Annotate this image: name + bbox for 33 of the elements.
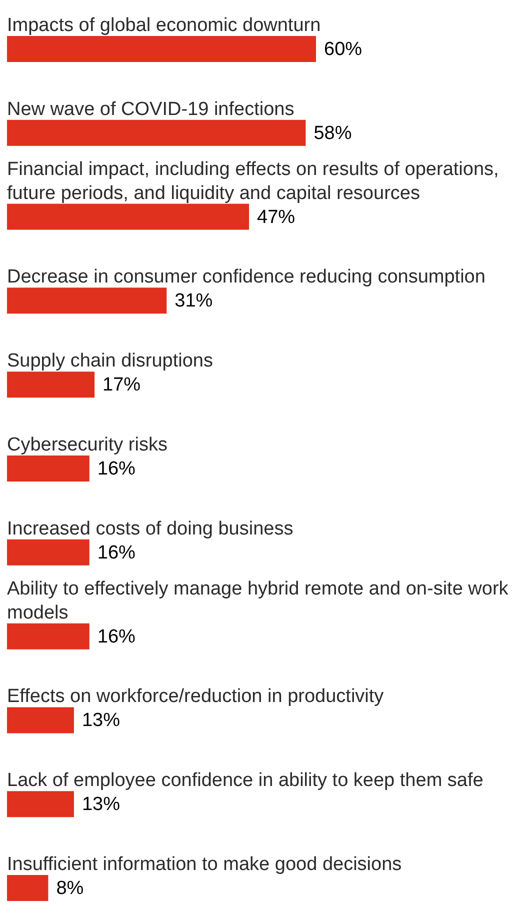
y-tick-label: Lack of employee confidence in ability to keep them safe <box>7 770 484 792</box>
data-label: 58% <box>314 122 352 144</box>
y-tick-label: Cybersecurity risks <box>7 434 168 456</box>
data-label: 16% <box>97 458 136 480</box>
bar <box>7 120 306 146</box>
y-tick-label: Supply chain disruptions <box>7 350 213 372</box>
bar <box>7 288 167 314</box>
y-tick-label: Impacts of global economic downturn <box>7 14 321 36</box>
y-tick-label: Ability to effectively manage hybrid remote and on-site work models <box>7 578 509 624</box>
bar <box>7 372 95 398</box>
y-tick-label: New wave of COVID-19 infections <box>7 98 294 120</box>
data-label: 13% <box>82 794 120 816</box>
y-tick-label: Decrease in consumer confidence reducing consumption <box>7 266 486 288</box>
data-label: 47% <box>257 206 296 228</box>
data-label: 17% <box>102 374 141 396</box>
data-label: 16% <box>97 626 136 648</box>
bar <box>7 875 48 902</box>
data-label: 16% <box>97 542 136 564</box>
y-tick-label: Increased costs of doing business <box>7 518 294 540</box>
bar <box>7 707 74 734</box>
data-label: 31% <box>174 290 213 312</box>
bar <box>7 791 74 818</box>
y-tick-label: Effects on workforce/reduction in productivity <box>7 686 384 708</box>
data-label: 60% <box>324 38 362 60</box>
bar <box>7 456 90 482</box>
bar <box>7 204 250 230</box>
bar <box>7 36 316 62</box>
data-label: 8% <box>56 878 84 900</box>
data-label: 13% <box>82 710 120 732</box>
y-tick-label: Financial impact, including effects on results of operations, future periods, and liquidity and capital resources <box>7 158 499 204</box>
bar <box>7 539 90 566</box>
y-tick-label: Insufficient information to make good decisions <box>7 854 402 876</box>
bar <box>7 623 90 650</box>
